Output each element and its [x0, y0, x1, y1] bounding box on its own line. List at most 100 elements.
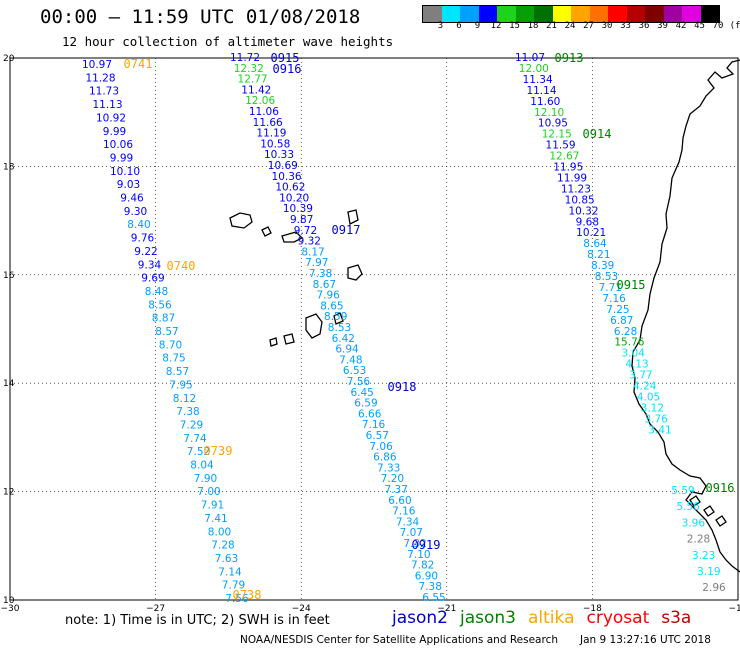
colorbar-swatch	[663, 6, 682, 22]
wave-height-value: 4.05	[637, 391, 660, 403]
wave-height-value: 4.24	[633, 381, 657, 393]
wave-height-value: 11.60	[530, 96, 560, 108]
wave-height-value: 8.00	[208, 526, 231, 538]
wave-height-value: 10.21	[576, 227, 606, 239]
wave-height-value: 3.12	[641, 402, 664, 414]
pass-time-label: 0918	[388, 380, 417, 394]
legend-altika: altika	[528, 608, 575, 628]
wave-height-value: 8.17	[301, 246, 324, 258]
lat-tick-label: 12	[3, 488, 14, 498]
wave-height-value: 9.99	[103, 126, 126, 138]
wave-height-value: 10.92	[96, 112, 126, 124]
wave-height-value: 6.90	[415, 570, 438, 582]
wave-height-value: 10.95	[538, 118, 568, 130]
wave-height-value: 7.56	[225, 593, 249, 605]
wave-height-value: 10.32	[568, 205, 598, 217]
wave-height-value: 9.46	[120, 193, 144, 205]
island-boa-vista	[347, 264, 363, 281]
colorbar-tick-label: 45	[694, 21, 705, 31]
wave-height-value: 12.00	[519, 63, 549, 75]
wave-height-value: 6.94	[335, 344, 359, 356]
lat-tick-label: 16	[3, 271, 15, 281]
pass-time-label: 0738	[233, 588, 262, 602]
wave-height-value: 8.59	[324, 311, 347, 323]
wave-height-value: 8.40	[127, 219, 150, 231]
pass-time-label: 0741	[124, 57, 153, 71]
colorbar-tick-label: 39	[657, 21, 668, 31]
wave-height-value: 7.00	[197, 486, 220, 498]
wave-height-value: 8.65	[320, 300, 343, 312]
wave-height-value: 3.76	[644, 413, 668, 425]
wave-height-value: 7.07	[400, 527, 423, 539]
wave-height-value: 9.76	[131, 233, 155, 245]
wave-height-value: 7.52	[187, 446, 210, 458]
colorbar-swatch	[626, 6, 645, 22]
colorbar-tick-label: 18	[527, 21, 539, 31]
island-sal	[347, 209, 359, 225]
map-grid: −30 −27 −24 −21 −18 −15 20 18 16 14 12 10	[1, 54, 740, 614]
footer-note: note: 1) Time is in UTC; 2) SWH is in fe…	[65, 613, 330, 628]
wave-height-value: 10.36	[272, 171, 302, 183]
map-subtitle: 12 hour collection of altimeter wave hei…	[62, 34, 394, 49]
wave-height-value: 10.97	[82, 59, 112, 71]
wave-height-value: 10.69	[268, 160, 298, 172]
colorbar-tick-label: 3	[437, 21, 444, 31]
lon-tick-label: −27	[146, 604, 165, 614]
wave-height-value: 11.13	[92, 99, 122, 111]
wave-height-value: 8.12	[173, 393, 196, 405]
island-maio	[333, 312, 344, 325]
wave-height-value: 11.73	[89, 86, 119, 98]
wave-height-value: 2.96	[702, 582, 726, 594]
colorbar-swatch	[497, 6, 516, 22]
wave-height-value: 11.28	[85, 72, 115, 84]
wave-height-value: 7.38	[419, 581, 442, 593]
wave-height-value: 12.15	[542, 129, 572, 141]
wave-height-value: 8.21	[587, 249, 610, 261]
wave-height-value: 9.87	[290, 214, 313, 226]
wave-height-value: 11.14	[526, 85, 556, 97]
lon-tick-label: −21	[437, 604, 456, 614]
wave-height-value: 12.77	[238, 74, 268, 86]
wave-height-value: 7.48	[339, 354, 362, 366]
pass-time-label: 0919	[412, 538, 441, 552]
wave-height-value: 11.72	[230, 52, 260, 64]
bissagos-islands	[689, 495, 727, 527]
pass-time-label: 0913	[555, 51, 584, 65]
wave-height-value: 7.28	[211, 540, 234, 552]
wave-height-value: 7.95	[169, 379, 192, 391]
wave-height-value: 11.99	[557, 172, 587, 184]
wave-height-value: 7.56	[347, 376, 371, 388]
wave-height-value: 12.06	[245, 95, 275, 107]
wave-height-value: 10.39	[283, 203, 313, 215]
wave-height-value: 7.41	[204, 513, 227, 525]
wave-height-value: 5.59	[671, 485, 694, 497]
wave-height-value: 8.56	[148, 299, 172, 311]
wave-height-value: 11.42	[241, 84, 271, 96]
wave-height-value: 5.56	[676, 501, 700, 513]
wave-height-value: 7.29	[180, 419, 203, 431]
map-title: 00:00 – 11:59 UTC 01/08/2018	[40, 6, 361, 28]
colorbar-swatch	[645, 6, 664, 22]
wave-height-value: 11.59	[546, 140, 576, 152]
colorbar-swatch	[552, 6, 571, 22]
lat-tick-label: 18	[3, 162, 15, 172]
legend-jason2: jason2	[392, 608, 448, 628]
wave-height-value: 2.28	[687, 534, 710, 546]
wave-height-value: 8.75	[162, 353, 185, 365]
wave-height-value: 6.28	[614, 326, 637, 338]
wave-height-value: 9.69	[141, 273, 164, 285]
pass-time-label: 0740	[167, 259, 196, 273]
wave-height-value: 6.57	[366, 430, 389, 442]
island-brava	[269, 337, 278, 347]
pass-time-label: 0916	[273, 62, 302, 76]
wave-height-value: 10.85	[565, 194, 595, 206]
wave-height-value: 8.04	[190, 460, 214, 472]
wave-height-value: 7.71	[599, 282, 622, 294]
wave-height-value: 7.91	[201, 500, 224, 512]
wave-height-value: 7.38	[176, 406, 199, 418]
wave-height-value: 8.57	[155, 326, 178, 338]
wave-height-value: 7.97	[305, 257, 328, 269]
wave-height-value: 11.23	[561, 183, 591, 195]
colorbar-tick-label: 24	[564, 21, 576, 31]
